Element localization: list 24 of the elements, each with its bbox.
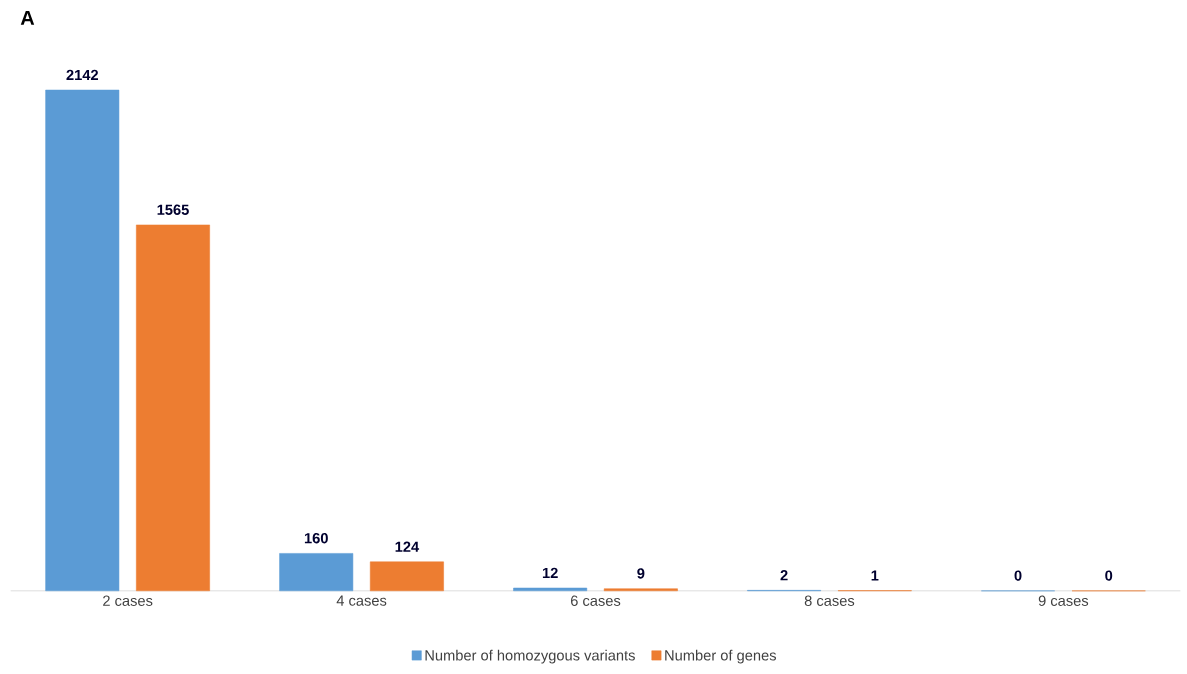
data-label: 124 [395,541,420,553]
bar [279,553,354,592]
x-tick-label: 9 cases [1038,595,1089,607]
chart-title: A [20,11,35,25]
legend-label: Number of genes [665,650,777,664]
data-label: 1565 [157,204,189,216]
x-tick-label: 8 cases [804,595,855,607]
data-label: 12 [542,567,558,579]
data-label: 9 [637,568,645,579]
bar [136,224,210,592]
legend-label: Number of homozygous variants [425,650,635,664]
data-label: 2142 [66,70,99,81]
x-tick-label: 4 cases [336,595,387,607]
bar [603,588,678,592]
bar [513,587,588,592]
x-tick-label: 6 cases [570,595,621,607]
data-label: 0 [1014,570,1022,582]
x-tick-label: 2 cases [103,595,153,607]
bar [45,90,120,592]
data-label: 2 [780,570,788,581]
data-label: 0 [1105,570,1113,582]
data-label: 1 [871,570,879,581]
data-label: 160 [304,533,328,544]
bar [369,561,444,592]
